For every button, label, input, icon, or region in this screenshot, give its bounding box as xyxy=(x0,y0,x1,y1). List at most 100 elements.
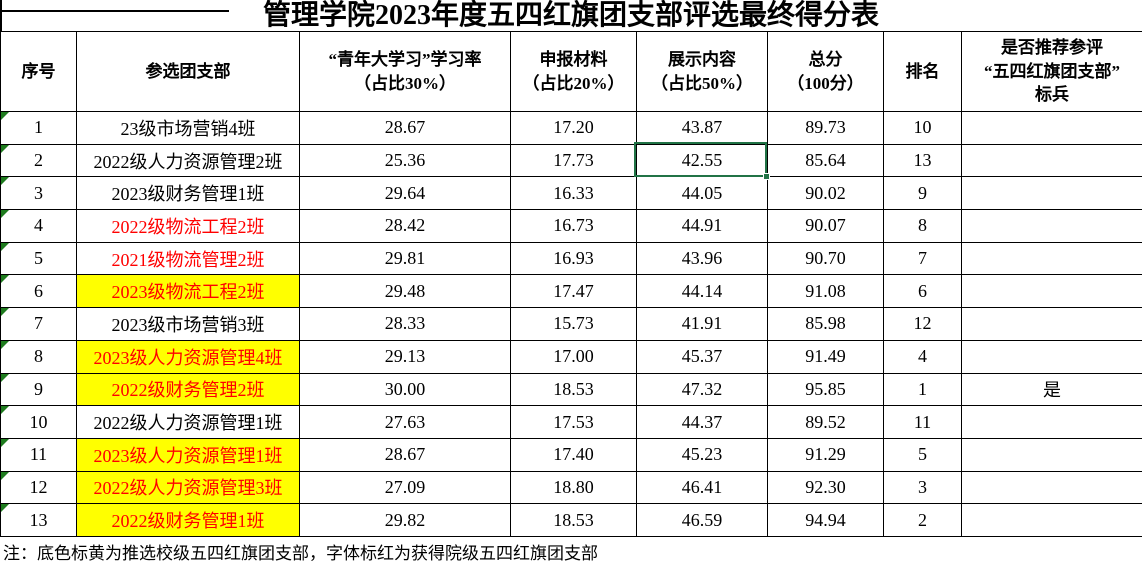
cell-total[interactable]: 89.52 xyxy=(767,405,884,439)
cell-total[interactable]: 91.29 xyxy=(767,437,884,472)
cell-branch[interactable]: 2021级物流管理2班 xyxy=(76,241,300,276)
header-display[interactable]: 展示内容 （占比50%） xyxy=(636,31,768,112)
cell-recommend[interactable] xyxy=(961,470,1142,505)
cell-no[interactable]: 13 xyxy=(0,503,77,537)
cell-recommend[interactable] xyxy=(961,405,1142,439)
sheet-title[interactable]: 管理学院2023年度五四红旗团支部评选最终得分表 xyxy=(250,0,892,31)
cell-study-rate[interactable]: 30.00 xyxy=(299,372,511,407)
cell-rank[interactable]: 2 xyxy=(883,503,962,537)
header-rank[interactable]: 排名 xyxy=(883,31,962,112)
cell-study-rate[interactable]: 28.67 xyxy=(299,437,511,472)
header-material[interactable]: 申报材料 （占比20%） xyxy=(510,31,637,112)
cell-rank[interactable]: 8 xyxy=(883,209,962,243)
cell-recommend[interactable] xyxy=(961,307,1142,341)
cell-study-rate[interactable]: 29.82 xyxy=(299,503,511,537)
cell-display[interactable]: 44.37 xyxy=(636,405,768,439)
cell-total[interactable]: 91.49 xyxy=(767,339,884,374)
cell-no[interactable]: 1 xyxy=(0,111,77,145)
cell-no[interactable]: 8 xyxy=(0,339,77,374)
cell-total[interactable]: 89.73 xyxy=(767,111,884,145)
cell-material[interactable]: 17.73 xyxy=(510,143,637,178)
cell-display[interactable]: 45.23 xyxy=(636,437,768,472)
cell-total[interactable]: 85.64 xyxy=(767,143,884,178)
cell-recommend[interactable] xyxy=(961,503,1142,537)
cell-total[interactable]: 90.07 xyxy=(767,209,884,243)
header-recommend[interactable]: 是否推荐参评 “五四红旗团支部” 标兵 xyxy=(961,31,1142,112)
header-total[interactable]: 总分 （100分） xyxy=(767,31,884,112)
cell-material[interactable]: 16.73 xyxy=(510,209,637,243)
cell-rank[interactable]: 4 xyxy=(883,339,962,374)
cell-total[interactable]: 94.94 xyxy=(767,503,884,537)
cell-branch[interactable]: 23级市场营销4班 xyxy=(76,111,300,145)
cell-rank[interactable]: 13 xyxy=(883,143,962,178)
cell-display[interactable]: 42.55 xyxy=(636,143,768,178)
cell-total[interactable]: 95.85 xyxy=(767,372,884,407)
cell-display[interactable]: 43.87 xyxy=(636,111,768,145)
cell-total[interactable]: 91.08 xyxy=(767,274,884,309)
cell-recommend[interactable] xyxy=(961,339,1142,374)
cell-study-rate[interactable]: 29.64 xyxy=(299,176,511,211)
cell-branch[interactable]: 2022级人力资源管理3班 xyxy=(76,470,300,505)
cell-display[interactable]: 44.14 xyxy=(636,274,768,309)
cell-no[interactable]: 2 xyxy=(0,143,77,178)
cell-no[interactable]: 3 xyxy=(0,176,77,211)
cell-recommend[interactable] xyxy=(961,111,1142,145)
cell-total[interactable]: 90.02 xyxy=(767,176,884,211)
cell-display[interactable]: 45.37 xyxy=(636,339,768,374)
cell-no[interactable]: 6 xyxy=(0,274,77,309)
selected-cell-outline[interactable] xyxy=(634,142,770,180)
cell-no[interactable]: 12 xyxy=(0,470,77,505)
cell-branch[interactable]: 2022级物流工程2班 xyxy=(76,209,300,243)
cell-no[interactable]: 5 xyxy=(0,241,77,276)
cell-no[interactable]: 9 xyxy=(0,372,77,407)
cell-study-rate[interactable]: 27.09 xyxy=(299,470,511,505)
cell-recommend[interactable] xyxy=(961,209,1142,243)
cell-recommend[interactable] xyxy=(961,241,1142,276)
cell-branch[interactable]: 2022级人力资源管理2班 xyxy=(76,143,300,178)
cell-total[interactable]: 90.70 xyxy=(767,241,884,276)
cell-no[interactable]: 7 xyxy=(0,307,77,341)
cell-material[interactable]: 17.20 xyxy=(510,111,637,145)
cell-material[interactable]: 16.33 xyxy=(510,176,637,211)
cell-branch[interactable]: 2023级财务管理1班 xyxy=(76,176,300,211)
cell-recommend[interactable] xyxy=(961,143,1142,178)
header-no[interactable]: 序号 xyxy=(0,31,77,112)
cell-recommend[interactable] xyxy=(961,274,1142,309)
cell-study-rate[interactable]: 28.42 xyxy=(299,209,511,243)
cell-material[interactable]: 17.47 xyxy=(510,274,637,309)
cell-display[interactable]: 44.05 xyxy=(636,176,768,211)
cell-branch[interactable]: 2022级财务管理2班 xyxy=(76,372,300,407)
cell-material[interactable]: 18.80 xyxy=(510,470,637,505)
cell-material[interactable]: 15.73 xyxy=(510,307,637,341)
cell-display[interactable]: 46.41 xyxy=(636,470,768,505)
cell-no[interactable]: 10 xyxy=(0,405,77,439)
cell-material[interactable]: 18.53 xyxy=(510,372,637,407)
cell-display[interactable]: 47.32 xyxy=(636,372,768,407)
footnote[interactable]: 注：底色标黄为推选校级五四红旗团支部，字体标红为获得院级五四红旗团支部 xyxy=(3,544,598,562)
cell-material[interactable]: 18.53 xyxy=(510,503,637,537)
cell-rank[interactable]: 3 xyxy=(883,470,962,505)
cell-rank[interactable]: 6 xyxy=(883,274,962,309)
cell-branch[interactable]: 2023级人力资源管理1班 xyxy=(76,437,300,472)
cell-study-rate[interactable]: 29.81 xyxy=(299,241,511,276)
cell-material[interactable]: 17.53 xyxy=(510,405,637,439)
cell-branch[interactable]: 2022级财务管理1班 xyxy=(76,503,300,537)
cell-no[interactable]: 11 xyxy=(0,437,77,472)
cell-study-rate[interactable]: 28.33 xyxy=(299,307,511,341)
cell-total[interactable]: 85.98 xyxy=(767,307,884,341)
cell-display[interactable]: 44.91 xyxy=(636,209,768,243)
cell-study-rate[interactable]: 29.48 xyxy=(299,274,511,309)
cell-branch[interactable]: 2023级人力资源管理4班 xyxy=(76,339,300,374)
header-branch[interactable]: 参选团支部 xyxy=(76,31,300,112)
cell-display[interactable]: 43.96 xyxy=(636,241,768,276)
cell-rank[interactable]: 11 xyxy=(883,405,962,439)
cell-rank[interactable]: 10 xyxy=(883,111,962,145)
fill-handle[interactable] xyxy=(763,173,770,180)
header-study-rate[interactable]: “青年大学习”学习率 （占比30%） xyxy=(299,31,511,112)
cell-recommend[interactable] xyxy=(961,437,1142,472)
cell-study-rate[interactable]: 29.13 xyxy=(299,339,511,374)
cell-material[interactable]: 17.00 xyxy=(510,339,637,374)
cell-recommend[interactable]: 是 xyxy=(961,372,1142,407)
cell-branch[interactable]: 2022级人力资源管理1班 xyxy=(76,405,300,439)
cell-rank[interactable]: 5 xyxy=(883,437,962,472)
